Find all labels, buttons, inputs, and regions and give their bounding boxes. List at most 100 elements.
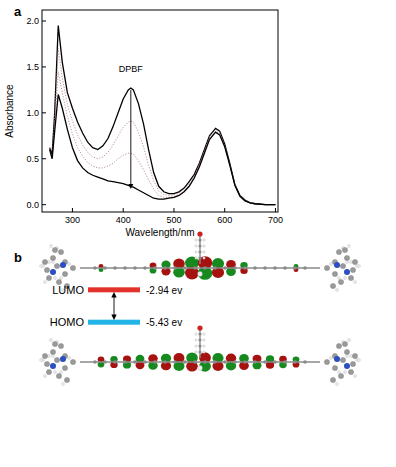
atom (303, 360, 307, 364)
spectrum-line (50, 72, 276, 205)
atom (263, 360, 267, 364)
hydrogen (52, 261, 55, 264)
decay-arrow (130, 90, 131, 186)
atom (344, 349, 349, 354)
atom (198, 238, 201, 241)
hydrogen (48, 355, 51, 358)
atom (330, 283, 335, 288)
y-tick-label: 2.0 (26, 16, 39, 26)
y-tick-label: 1.0 (26, 108, 39, 118)
nitrogen (50, 269, 56, 275)
atom (223, 360, 227, 364)
level-energy: -5.43 ev (146, 317, 182, 328)
oxygen (197, 325, 202, 330)
atom (348, 275, 353, 280)
hydrogen (350, 355, 353, 358)
hydrogen (195, 345, 197, 347)
hydrogen (354, 281, 357, 284)
atom (198, 250, 201, 253)
atom (62, 365, 67, 370)
hydrogen (62, 383, 65, 386)
hydrogen (330, 263, 333, 266)
hydrogen (203, 239, 205, 241)
atom (340, 263, 345, 268)
hydrogen (350, 261, 353, 264)
substituent (199, 330, 200, 358)
x-tick (224, 208, 225, 212)
atom (283, 360, 287, 364)
y-tick (42, 21, 46, 22)
atom (44, 361, 49, 366)
atom (183, 360, 187, 364)
hydrogen (40, 359, 43, 362)
y-tick-label: 0.5 (26, 154, 39, 164)
atom (103, 266, 107, 270)
x-tick-label: 300 (65, 215, 80, 225)
atom (344, 255, 349, 260)
atom (143, 266, 147, 270)
atom (133, 360, 137, 364)
atom (352, 259, 357, 264)
atom (163, 360, 167, 364)
y-tick (42, 158, 46, 159)
y-axis-label: Absorbance (4, 84, 15, 138)
atom (70, 265, 75, 270)
atom (348, 369, 353, 374)
spectrum-line (50, 49, 276, 205)
hydrogen (336, 289, 339, 292)
hydrogen (203, 245, 205, 247)
atom (42, 259, 47, 264)
atom (243, 266, 247, 270)
atom (213, 266, 217, 270)
x-tick (173, 208, 174, 212)
atom (336, 249, 341, 254)
hydrogen (344, 277, 347, 280)
atom (273, 360, 277, 364)
atom (340, 357, 345, 362)
oxygen (197, 231, 202, 236)
y-tick (42, 66, 46, 67)
atom (198, 338, 201, 341)
atom (133, 266, 137, 270)
nitrogen (344, 363, 350, 369)
atom (153, 360, 157, 364)
atom (54, 357, 59, 362)
atom (163, 266, 167, 270)
atom (336, 343, 341, 348)
atom (62, 271, 67, 276)
spectrum-line (50, 26, 276, 205)
atom (50, 349, 55, 354)
atom (198, 350, 201, 353)
atom (46, 275, 51, 280)
gap-arrow (114, 295, 115, 317)
hydrogen (203, 251, 205, 253)
atom (44, 267, 49, 272)
plot-frame (42, 10, 278, 212)
atom (123, 360, 127, 364)
atom (243, 360, 247, 364)
x-tick (123, 208, 124, 212)
atom (253, 360, 257, 364)
atom (303, 266, 307, 270)
x-tick-label: 700 (268, 215, 283, 225)
hydrogen (195, 245, 197, 247)
level-name: HOMO (50, 316, 85, 328)
nitrogen (344, 269, 350, 275)
hydrogen (348, 339, 351, 342)
atom (103, 360, 107, 364)
atom (324, 265, 329, 270)
atom (330, 377, 335, 382)
y-tick (42, 204, 46, 205)
atom (223, 266, 227, 270)
hydrogen (203, 333, 205, 335)
atom (93, 360, 97, 364)
x-tick (72, 208, 73, 212)
substituent (199, 236, 200, 264)
hydrogen (60, 371, 63, 374)
atom (198, 244, 201, 247)
hydrogen (198, 272, 203, 277)
atom (263, 266, 267, 270)
atom (193, 360, 197, 364)
atom (93, 266, 97, 270)
atom (253, 266, 257, 270)
